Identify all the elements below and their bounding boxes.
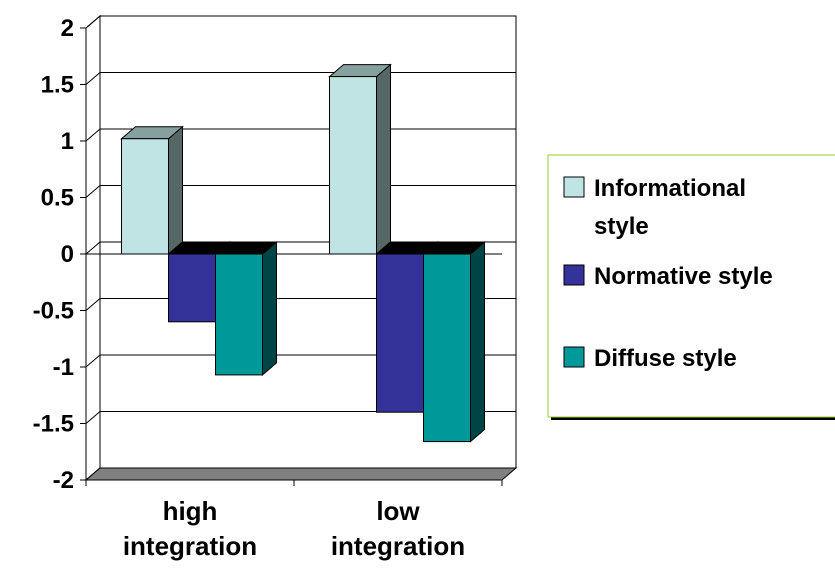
legend-swatch	[563, 346, 585, 368]
legend-label: Diffuse style	[594, 345, 737, 372]
bar-front	[215, 253, 263, 376]
bar-side	[470, 240, 485, 443]
legend-label: Normative style	[594, 263, 773, 290]
gridline-side	[85, 411, 101, 424]
x-tick-label: integration	[331, 531, 465, 561]
bar-front	[168, 253, 216, 323]
legend-box	[547, 154, 835, 418]
bar	[328, 63, 392, 256]
legend-label: style	[594, 213, 649, 240]
x-tick-label: high	[163, 496, 218, 526]
bar	[422, 240, 486, 443]
bar	[120, 125, 184, 256]
legend-label: Informational	[594, 175, 746, 202]
legend-swatch	[563, 264, 585, 286]
y-tick-label: -1.5	[33, 411, 74, 438]
gridline-side	[85, 354, 101, 368]
x-tick-labels: high integration low integration	[123, 496, 465, 561]
gridline-side	[85, 72, 101, 85]
y-tick-label: -0.5	[33, 298, 74, 325]
bar-side	[376, 63, 391, 256]
y-tick-label: -2	[53, 467, 74, 494]
floor-plane	[84, 467, 518, 481]
bar-front	[329, 76, 377, 255]
chart-floor	[84, 467, 518, 481]
y-tick-label: 1.5	[41, 72, 74, 99]
bar	[214, 240, 278, 376]
bar-front	[423, 253, 471, 443]
gridline-side	[85, 185, 101, 198]
y-tick-label: -1	[53, 354, 74, 381]
y-tick-label: 2	[61, 15, 74, 42]
bar-front	[121, 138, 169, 255]
bars	[120, 63, 486, 443]
y-tick-label: 0.5	[41, 185, 74, 212]
y-tick-labels: 2 1.5 1 0.5 0 -0.5 -1 -1.5 -2	[33, 15, 74, 494]
gridline-side	[85, 15, 101, 29]
y-tick-label: 1	[61, 128, 74, 155]
x-tick-label: low	[376, 496, 420, 526]
bar-side	[168, 125, 183, 256]
bar-side	[262, 240, 277, 376]
x-tick-label: integration	[123, 531, 257, 561]
legend-swatch	[563, 176, 585, 198]
gridline-side	[85, 241, 101, 255]
legend: Informational style Normative style Diffuse…	[547, 154, 835, 420]
gridline-side	[85, 298, 101, 311]
gridline-side	[85, 128, 101, 142]
bar-front	[376, 253, 424, 413]
y-tick-label: 0	[61, 241, 74, 268]
